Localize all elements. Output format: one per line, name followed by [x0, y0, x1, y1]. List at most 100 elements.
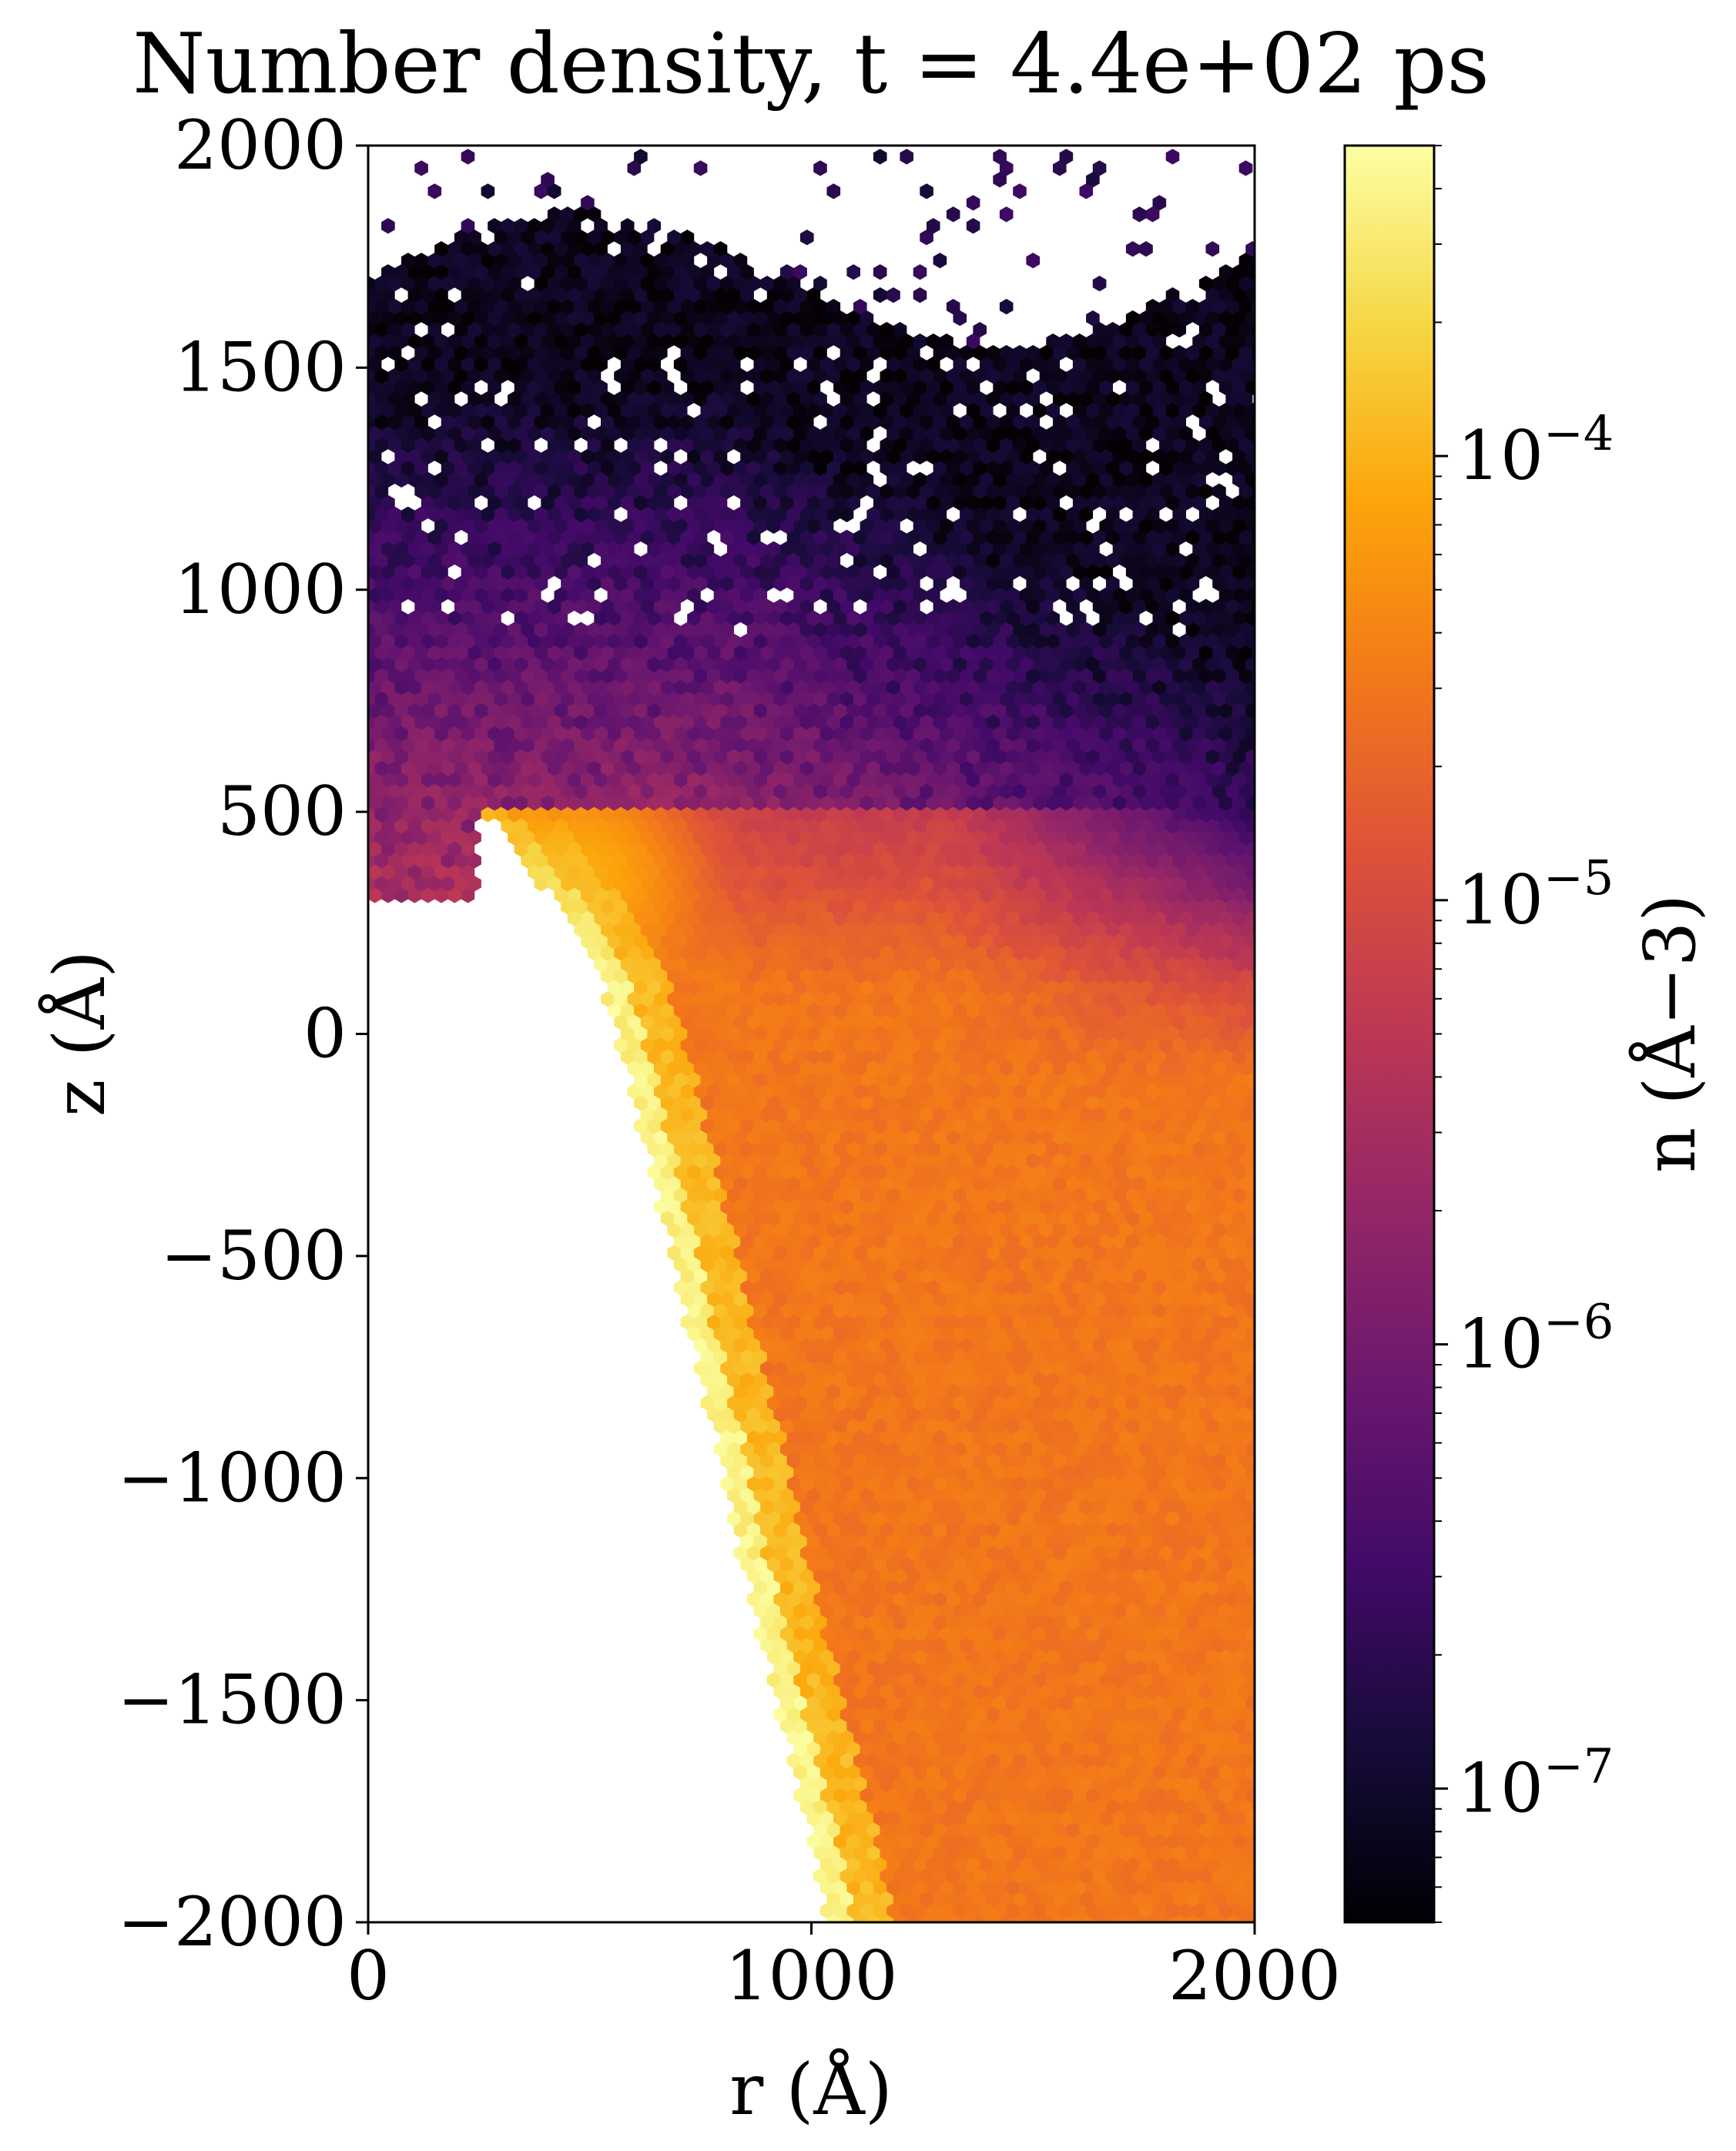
hexbin-cell — [1059, 1626, 1074, 1642]
hexbin-cell — [1099, 1764, 1113, 1781]
hexbin-cell — [873, 1626, 887, 1642]
hexbin-cell — [999, 1730, 1014, 1746]
hexbin-cell — [1159, 1591, 1173, 1607]
hexbin-cell — [920, 1637, 933, 1653]
hexbin-cell — [966, 1626, 980, 1642]
hexbin-cell — [1092, 1776, 1107, 1792]
hexbin-cell — [933, 1799, 947, 1815]
hexbin-cell — [913, 1695, 927, 1711]
hexbin-cell — [1185, 1844, 1200, 1861]
hexbin-cell — [1059, 1833, 1074, 1850]
hexbin-cell — [1106, 1776, 1120, 1792]
hexbin-cell — [1238, 1868, 1253, 1885]
hexbin-cell — [1039, 1591, 1054, 1607]
hexbin-cell — [873, 1902, 887, 1919]
hexbin-cell — [819, 1580, 834, 1596]
hexbin-cell — [866, 1891, 880, 1908]
hexbin-cell — [1132, 1868, 1147, 1885]
hexbin-cell — [1139, 1695, 1153, 1711]
hexbin-cell — [806, 1695, 821, 1711]
hexbin-cell — [973, 1614, 987, 1630]
hexbin-cell — [973, 1637, 987, 1653]
hexbin-cell — [873, 1787, 887, 1804]
hexbin-cell — [1019, 1672, 1034, 1688]
hexbin-cell — [833, 1580, 847, 1596]
hexbin-cell — [966, 1787, 980, 1804]
hexbin-cell — [1145, 1822, 1160, 1838]
hexbin-cell — [1159, 1868, 1173, 1885]
hexbin-cell — [1179, 1741, 1193, 1757]
hexbin-cell — [993, 1879, 1007, 1896]
hexbin-cell — [760, 1614, 774, 1630]
hexbin-cell — [1139, 1718, 1153, 1734]
hexbin-cell — [1119, 1614, 1133, 1630]
hexbin-cell — [999, 1660, 1014, 1677]
hexbin-cell — [946, 1822, 960, 1838]
hexbin-cell — [786, 1614, 801, 1630]
hexbin-cell — [819, 1718, 834, 1734]
hexbin-cell — [1172, 1799, 1186, 1815]
hexbin-cell — [1099, 1580, 1113, 1596]
hexbin-cell — [1039, 1660, 1054, 1677]
hexbin-cell — [860, 1811, 874, 1827]
hexbin-cell — [907, 1684, 920, 1700]
hexbin-cell — [860, 1787, 874, 1804]
hexbin-cell — [1026, 1776, 1041, 1792]
hexbin-cell — [1033, 1580, 1047, 1596]
hexbin-cell — [920, 1684, 933, 1700]
hexbin-cell — [1259, 1234, 1273, 1249]
hexbin-cell — [1059, 1695, 1074, 1711]
hexbin-cell — [1192, 1833, 1206, 1850]
hexbin-cell — [953, 1603, 967, 1619]
hexbin-cell — [819, 1787, 834, 1804]
hexbin-cell — [1059, 1856, 1074, 1873]
hexbin-cell — [793, 1764, 807, 1781]
hexbin-cell — [966, 1695, 980, 1711]
hexbin-cell — [1132, 1660, 1147, 1677]
hexbin-cell — [1225, 1614, 1239, 1630]
hexbin-cell — [853, 1591, 867, 1607]
hexbin-cell — [1006, 1811, 1020, 1827]
hexbin-cell — [806, 1603, 821, 1619]
hexbin-cell — [1132, 1684, 1147, 1700]
hexbin-cell — [1212, 1822, 1226, 1838]
hexbin-cell — [913, 1902, 927, 1919]
hexbin-cell — [1059, 1672, 1074, 1688]
hexbin-cell — [1205, 1833, 1220, 1850]
hexbin-cell — [760, 1591, 774, 1607]
hexbin-cell — [1165, 1580, 1180, 1596]
hexbin-cell — [1053, 1868, 1067, 1885]
hexbin-cell — [1006, 1879, 1020, 1896]
hexbin-cell — [1218, 1787, 1233, 1804]
hexbin-cell — [1139, 1603, 1153, 1619]
hexbin-cell — [1059, 1649, 1074, 1665]
hexbin-cell — [1172, 1844, 1186, 1861]
hexbin-cell — [1072, 1741, 1087, 1757]
hexbin-cell — [1006, 1741, 1020, 1757]
hexbin-cell — [953, 1741, 967, 1757]
hexbin-cell — [840, 1776, 854, 1792]
hexbin-cell — [980, 1580, 994, 1596]
hexbin-cell — [1046, 1603, 1060, 1619]
hexbin-cell — [766, 1626, 781, 1642]
hexbin-cell — [1086, 1695, 1100, 1711]
hexbin-cell — [1112, 1856, 1127, 1873]
hexbin-cell — [1259, 795, 1273, 810]
hexbin-cell — [1066, 1730, 1080, 1746]
hexbin-cell — [833, 1626, 847, 1642]
hexbin-cell — [1145, 1868, 1160, 1885]
hexbin-cell — [886, 1603, 900, 1619]
hexbin-cell — [1152, 1672, 1167, 1688]
hexbin-cell — [819, 1856, 834, 1873]
hexbin-cell — [1259, 1419, 1273, 1434]
hexbin-cell — [913, 1741, 927, 1757]
hexbin-cell — [1259, 1695, 1273, 1710]
hexbin-cell — [1092, 1868, 1107, 1885]
hexbin-cell — [1172, 1776, 1186, 1792]
hexbin-cell — [986, 1730, 1000, 1746]
hexbin-cell — [920, 1707, 933, 1723]
hexbin-cell — [793, 1718, 807, 1734]
hexbin-cell — [1205, 1695, 1220, 1711]
hexbin-cell — [1112, 1811, 1127, 1827]
hexbin-cell — [1198, 1868, 1213, 1885]
